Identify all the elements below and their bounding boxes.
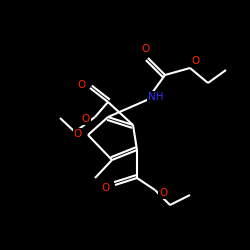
Text: O: O [102, 183, 110, 193]
Text: O: O [142, 44, 150, 54]
Text: O: O [82, 114, 90, 124]
Text: NH: NH [148, 92, 164, 102]
Text: O: O [74, 129, 82, 139]
Text: O: O [77, 80, 85, 90]
Text: O: O [159, 188, 167, 198]
Text: O: O [191, 56, 199, 66]
